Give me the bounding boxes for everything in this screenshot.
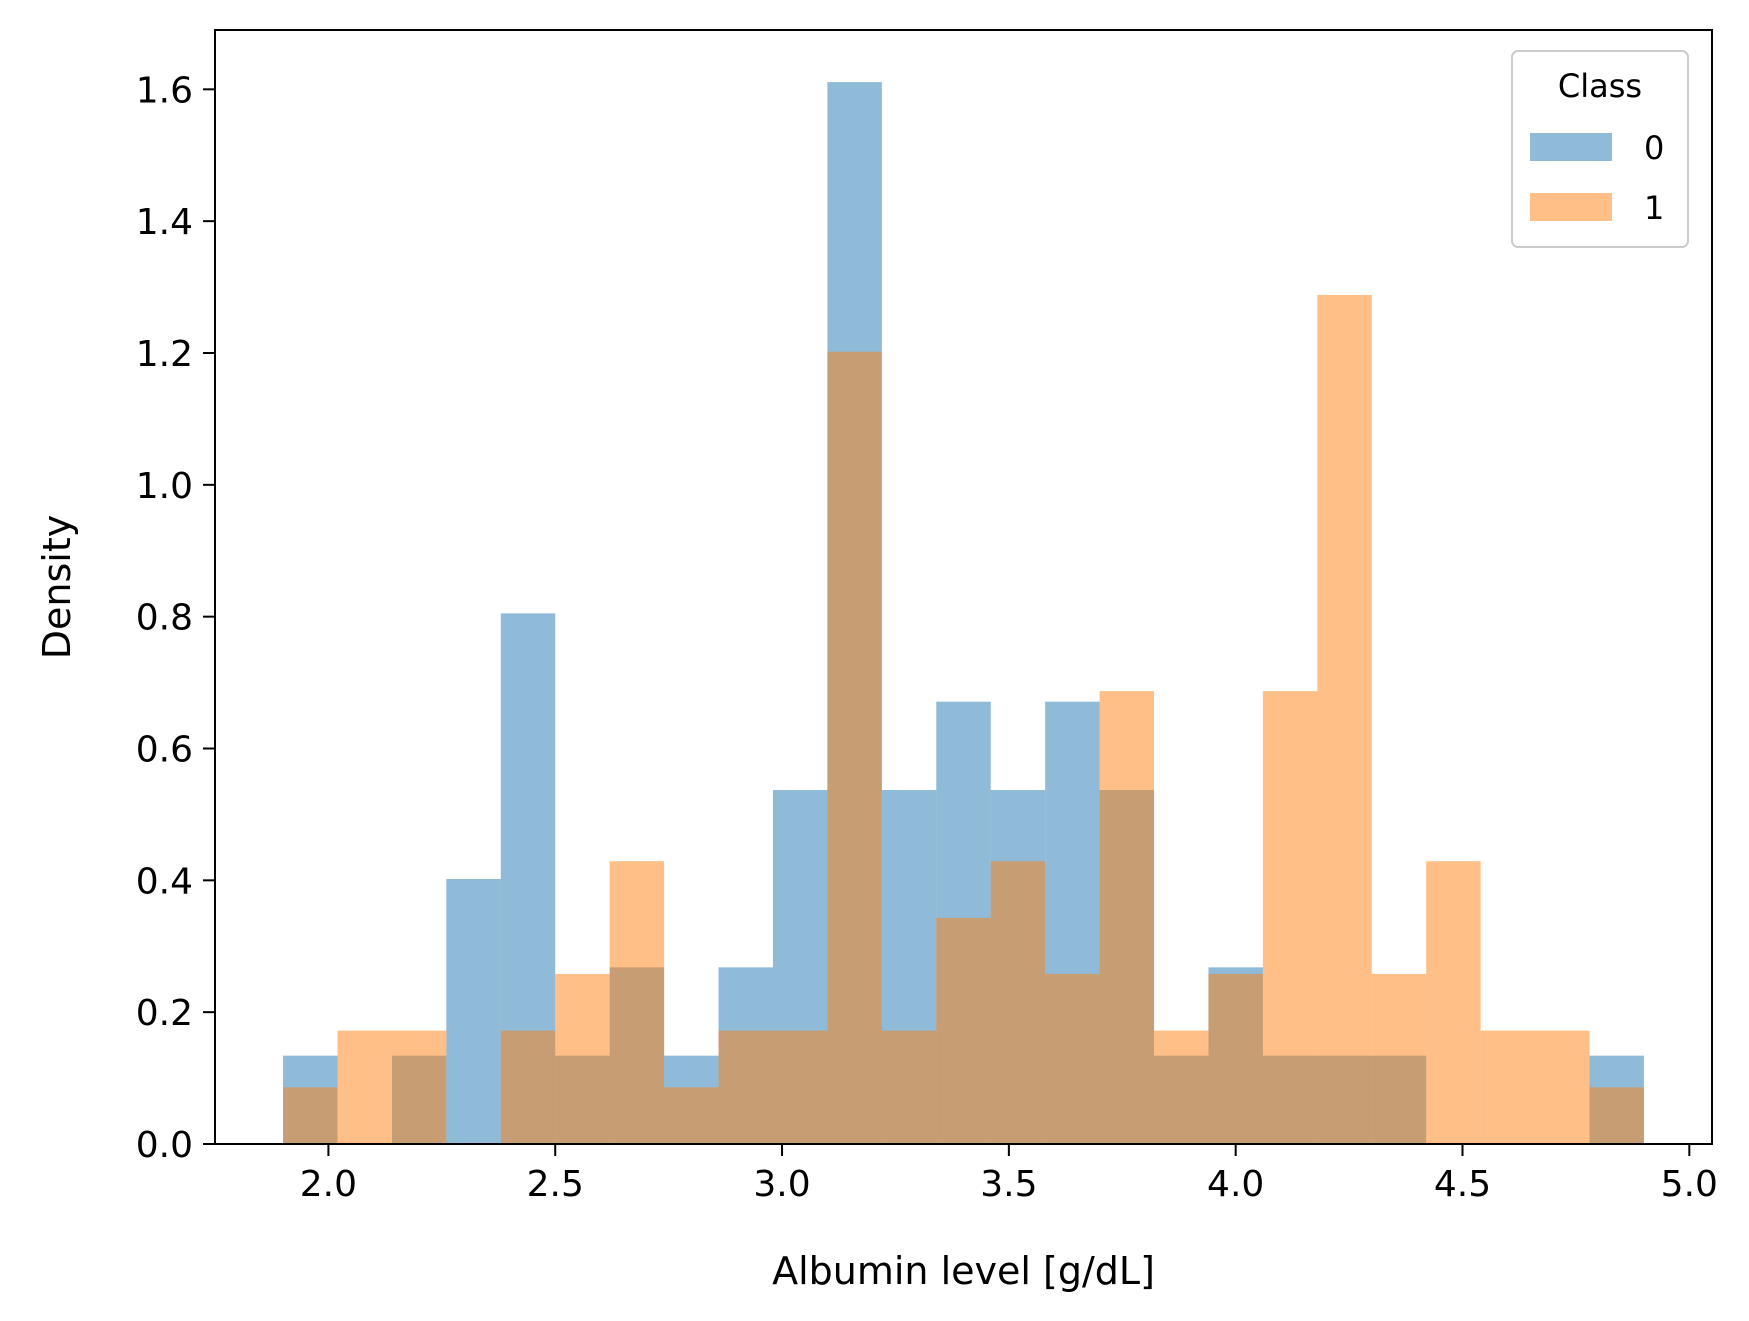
legend: Class 01 [1511,50,1689,248]
y-tick-label: 0.0 [136,1125,193,1166]
x-tick-label: 3.0 [753,1164,810,1205]
x-tick-label: 2.0 [300,1164,357,1205]
bar-series-1-bin-13 [990,861,1046,1144]
y-tick-label: 1.0 [136,466,193,507]
bar-series-1-bin-8 [718,1030,773,1144]
legend-entry-0: 0 [1530,129,1664,167]
bar-series-1-bin-16 [1154,1030,1209,1144]
y-axis-ticks: 0.0 0.2 0.4 0.6 0.8 1.0 1.2 1.4 1.6 [136,70,215,1166]
bar-series-1-bin-10 [827,351,882,1144]
x-tick-label: 4.5 [1434,1164,1491,1205]
bar-series-1-bin-24 [1589,1087,1644,1144]
x-axis-title: Albumin level [g/dL] [772,1249,1155,1293]
legend-entry-1: 1 [1530,189,1664,227]
x-tick-label: 3.5 [980,1164,1037,1205]
bar-series-1-bin-14 [1045,973,1100,1144]
bar-series-1-bin-19 [1317,294,1372,1145]
y-tick-label: 0.4 [136,861,193,902]
x-axis-ticks: 2.0 2.5 3.0 3.5 4.0 4.5 5.0 [300,1144,1718,1205]
y-axis-title: Density [35,515,79,659]
y-tick-label: 1.6 [136,70,193,111]
legend-label: 0 [1644,129,1664,167]
y-tick-label: 0.2 [136,993,193,1034]
bar-series-1-bin-18 [1262,691,1318,1144]
bar-series-1-bin-15 [1099,691,1155,1144]
x-tick-label: 2.5 [527,1164,584,1205]
y-tick-label: 1.4 [136,202,193,243]
legend-entries: 01 [1530,129,1664,227]
bar-series-1-bin-11 [881,1030,937,1144]
x-tick-label: 4.0 [1207,1164,1264,1205]
legend-title: Class [1558,67,1642,105]
x-tick-label: 5.0 [1661,1164,1718,1205]
bar-series-1-bin-6 [609,861,665,1144]
bar-series-1-bin-17 [1208,973,1263,1144]
y-tick-label: 1.2 [136,334,193,375]
bar-series-0-bin-3 [446,879,501,1144]
bar-series-1-bin-2 [391,1030,447,1144]
bar-series-1-bin-4 [500,1030,556,1144]
bars-layer [283,82,1644,1145]
y-tick-label: 0.8 [136,598,193,639]
bar-series-1-bin-21 [1426,861,1481,1144]
legend-swatch [1530,133,1612,161]
y-tick-label: 0.6 [136,729,193,770]
bar-series-1-bin-23 [1535,1030,1590,1144]
legend-label: 1 [1644,189,1664,227]
series-1-bars [283,294,1644,1145]
bar-series-1-bin-7 [664,1087,719,1144]
plot-frame [214,29,1713,1145]
bar-series-1-bin-22 [1480,1030,1536,1144]
bar-series-1-bin-20 [1371,973,1427,1144]
bar-series-1-bin-12 [936,917,991,1144]
bar-series-1-bin-9 [772,1030,828,1144]
bar-series-1-bin-1 [337,1030,392,1144]
legend-swatch [1530,193,1612,221]
bar-series-1-bin-0 [283,1087,338,1144]
bar-series-1-bin-5 [555,973,610,1144]
